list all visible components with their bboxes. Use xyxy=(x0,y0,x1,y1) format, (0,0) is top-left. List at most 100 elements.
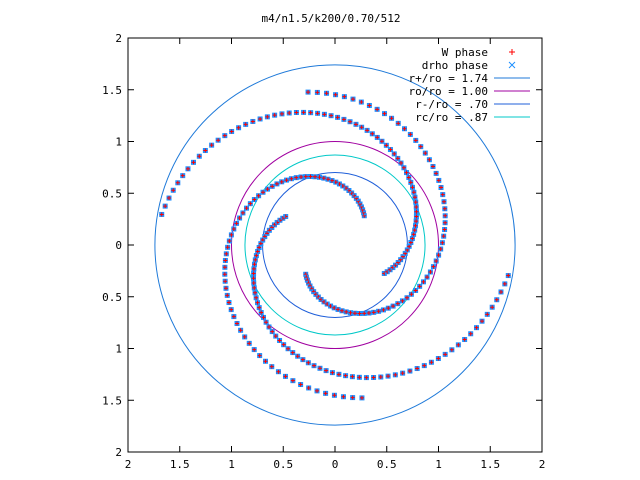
w-phase-point xyxy=(423,151,428,156)
y-tick-label: 0.5 xyxy=(102,187,122,200)
w-phase-point xyxy=(412,195,417,200)
w-phase-point xyxy=(359,125,364,130)
w-phase-point xyxy=(324,91,329,96)
w-phase-point xyxy=(441,234,446,239)
w-phase-point xyxy=(325,177,330,182)
w-phase-point xyxy=(317,175,322,180)
w-phase-point xyxy=(413,288,418,293)
x-tick-label: 0.5 xyxy=(377,458,397,471)
w-phase-point xyxy=(240,210,245,215)
w-phase-point xyxy=(335,115,340,120)
w-phase-point xyxy=(231,226,236,231)
w-phase-point xyxy=(299,174,304,179)
w-phase-point xyxy=(367,103,372,108)
w-phase-point xyxy=(462,337,467,342)
w-phase-point xyxy=(375,135,380,140)
w-phase-point xyxy=(396,121,401,126)
w-phase-point xyxy=(159,212,164,217)
w-phase-point xyxy=(480,319,485,324)
legend-label: W phase xyxy=(442,46,488,59)
w-phase-point xyxy=(216,138,221,143)
reference-circle xyxy=(231,141,439,349)
w-phase-point xyxy=(229,307,234,312)
w-phase-point xyxy=(352,311,357,316)
w-phase-point xyxy=(277,338,282,343)
w-phase-point xyxy=(306,90,311,95)
y-tick-label: 2 xyxy=(115,32,122,45)
w-phase-point xyxy=(404,295,409,300)
w-phase-point xyxy=(422,363,427,368)
legend-label: drho phase xyxy=(422,59,488,72)
w-phase-point xyxy=(348,119,353,124)
w-phase-point xyxy=(490,305,495,310)
w-phase-point xyxy=(223,286,228,291)
w-phase-point xyxy=(414,219,419,224)
w-phase-point xyxy=(256,193,261,198)
w-phase-point xyxy=(272,113,277,118)
w-phase-point xyxy=(375,107,380,112)
y-tick-label: 1 xyxy=(115,136,122,149)
w-phase-point xyxy=(315,90,320,95)
w-phase-point xyxy=(254,295,259,300)
w-phase-point xyxy=(248,201,253,206)
w-phase-point xyxy=(294,110,299,115)
w-phase-point xyxy=(498,289,503,294)
w-phase-point xyxy=(303,174,308,179)
w-phase-point xyxy=(443,352,448,357)
w-phase-point xyxy=(343,373,348,378)
w-phase-point xyxy=(502,281,507,286)
w-phase-point xyxy=(243,122,248,127)
reference-circle xyxy=(154,64,516,426)
x-tick-label: 0 xyxy=(332,458,339,471)
w-phase-point xyxy=(274,181,279,186)
w-phase-point xyxy=(357,311,362,316)
w-phase-point xyxy=(442,227,447,232)
w-phase-point xyxy=(180,173,185,178)
legend-label: ro/ro = 1.00 xyxy=(409,85,488,98)
w-phase-point xyxy=(359,100,364,105)
w-phase-point xyxy=(252,347,257,352)
w-phase-point xyxy=(421,279,426,284)
w-phase-point xyxy=(235,321,240,326)
w-phase-point xyxy=(371,310,376,315)
w-phase-point xyxy=(289,176,294,181)
w-phase-point xyxy=(442,199,447,204)
w-phase-point xyxy=(272,222,277,227)
w-phase-point xyxy=(434,259,439,264)
w-phase-point xyxy=(306,385,311,390)
w-phase-point xyxy=(222,133,227,138)
w-phase-point xyxy=(427,157,432,162)
w-phase-point xyxy=(329,113,334,118)
w-phase-point xyxy=(436,178,441,183)
legend-label: r-/ro = .70 xyxy=(415,98,488,111)
w-phase-point xyxy=(321,176,326,181)
w-phase-point xyxy=(429,360,434,365)
w-phase-point xyxy=(362,311,367,316)
w-phase-point xyxy=(306,360,311,365)
w-phase-point xyxy=(298,382,303,387)
w-phase-point xyxy=(257,245,262,250)
w-phase-point xyxy=(391,304,396,309)
w-phase-point xyxy=(409,292,414,297)
w-phase-point xyxy=(341,117,346,122)
w-phase-point xyxy=(267,324,272,329)
w-phase-point xyxy=(410,236,415,241)
w-phase-point xyxy=(386,374,391,379)
w-phase-point xyxy=(312,363,317,368)
w-phase-point xyxy=(167,196,172,201)
w-phase-point xyxy=(386,306,391,311)
w-phase-point xyxy=(224,251,229,256)
w-phase-point xyxy=(276,369,281,374)
w-phase-point xyxy=(227,238,232,243)
w-phase-point xyxy=(485,312,490,317)
w-phase-point xyxy=(506,273,511,278)
w-phase-point xyxy=(197,154,202,159)
w-phase-point xyxy=(442,206,447,211)
w-phase-point xyxy=(251,271,256,276)
w-phase-point xyxy=(414,214,419,219)
w-phase-point xyxy=(395,156,400,161)
w-phase-point xyxy=(223,279,228,284)
w-phase-point xyxy=(259,310,264,315)
